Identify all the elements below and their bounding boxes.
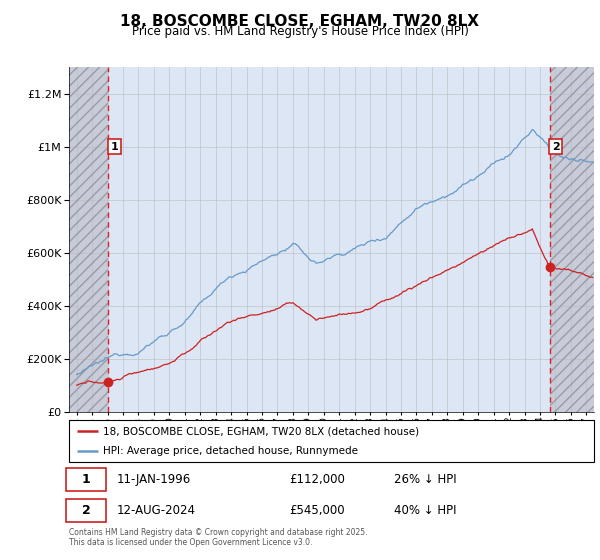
- Bar: [69, 67, 108, 412]
- Text: £112,000: £112,000: [290, 473, 346, 486]
- FancyBboxPatch shape: [67, 499, 106, 522]
- Text: Price paid vs. HM Land Registry's House Price Index (HPI): Price paid vs. HM Land Registry's House …: [131, 25, 469, 38]
- Text: 1: 1: [110, 142, 118, 152]
- Text: 26% ↓ HPI: 26% ↓ HPI: [395, 473, 457, 486]
- Text: 2: 2: [82, 504, 91, 517]
- Text: 40% ↓ HPI: 40% ↓ HPI: [395, 504, 457, 517]
- Text: 12-AUG-2024: 12-AUG-2024: [116, 504, 195, 517]
- Bar: [550, 67, 594, 412]
- Text: 1: 1: [82, 473, 91, 486]
- Bar: [550, 67, 594, 412]
- Text: 11-JAN-1996: 11-JAN-1996: [116, 473, 191, 486]
- Text: 2: 2: [552, 142, 560, 152]
- Text: HPI: Average price, detached house, Runnymede: HPI: Average price, detached house, Runn…: [103, 446, 358, 456]
- FancyBboxPatch shape: [67, 468, 106, 491]
- Text: 18, BOSCOMBE CLOSE, EGHAM, TW20 8LX: 18, BOSCOMBE CLOSE, EGHAM, TW20 8LX: [121, 14, 479, 29]
- Text: 18, BOSCOMBE CLOSE, EGHAM, TW20 8LX (detached house): 18, BOSCOMBE CLOSE, EGHAM, TW20 8LX (det…: [103, 426, 419, 436]
- Text: £545,000: £545,000: [290, 504, 345, 517]
- Bar: [69, 67, 108, 412]
- Text: Contains HM Land Registry data © Crown copyright and database right 2025.
This d: Contains HM Land Registry data © Crown c…: [69, 528, 367, 548]
